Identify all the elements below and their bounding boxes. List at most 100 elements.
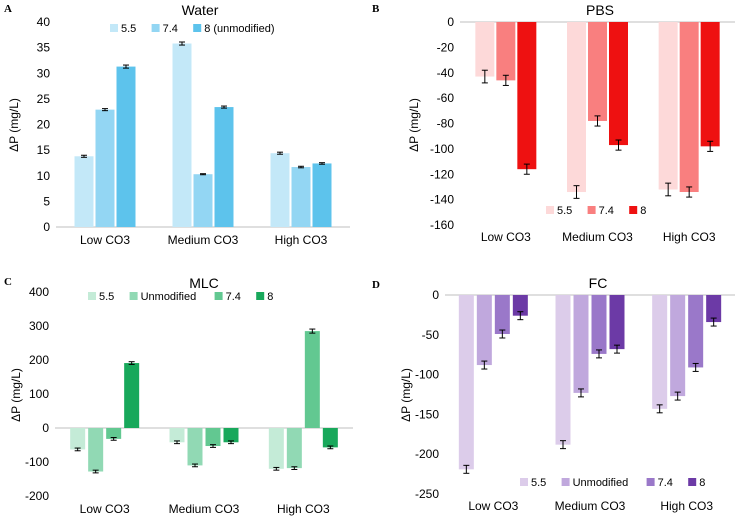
error-bar — [707, 140, 714, 152]
legend-label: Unmodified — [141, 291, 197, 303]
bar-5-5-high-co3 — [270, 153, 290, 227]
plot-area: 0 5 10 15 20 25 30 35 40 Low CO3 Medium CO3 High CO… — [37, 15, 350, 247]
bar-7-4-medium-co3 — [588, 22, 607, 121]
error-bar — [110, 437, 117, 441]
error-bar — [74, 447, 81, 452]
error-bar — [517, 311, 524, 321]
error-bar — [594, 115, 601, 127]
error-bar — [174, 440, 180, 445]
error-bar — [319, 162, 325, 165]
panel-letter-b: B — [372, 3, 380, 15]
bar-7-4-high-co3 — [688, 295, 704, 368]
x-tick-label: High CO3 — [660, 499, 713, 513]
y-axis-label: ΔP (mg/L) — [407, 98, 421, 152]
bar-5-5-low-co3 — [458, 295, 474, 470]
y-tick-label: -80 — [437, 117, 455, 131]
y-tick-label: 10 — [37, 169, 51, 183]
legend-item: 7.4 — [587, 205, 614, 217]
y-tick-label: -60 — [437, 91, 455, 105]
legend-label: 8 — [267, 291, 273, 303]
x-tick-label: Low CO3 — [80, 233, 130, 247]
x-tick-label: High CO3 — [277, 502, 330, 516]
error-bar — [463, 464, 470, 474]
y-tick-label: 0 — [42, 421, 49, 435]
bar-5-5-medium-co3 — [169, 428, 185, 443]
legend-item: 5.5 — [88, 291, 114, 303]
bar-7-4-high-co3 — [291, 167, 311, 227]
error-bar — [179, 41, 185, 46]
bar-8-low-co3 — [124, 363, 140, 428]
legend-swatch — [587, 206, 596, 214]
legend-label: 7.4 — [599, 205, 614, 217]
y-tick-label: -100 — [430, 142, 454, 156]
bar-8-high-co3 — [322, 428, 338, 448]
error-bar — [502, 74, 509, 86]
x-tick-label: Low CO3 — [468, 499, 518, 513]
y-tick-label: 25 — [37, 92, 51, 106]
error-bar — [200, 173, 206, 176]
error-bar — [81, 154, 87, 158]
bar-5-5-low-co3 — [475, 22, 495, 77]
x-tick-label: Medium CO3 — [555, 499, 626, 513]
y-tick-label: -120 — [430, 167, 454, 181]
bar-8-unmodified--low-co3 — [116, 66, 136, 228]
panel-fc: D FC ΔP (mg/L) 0 -50 -100 -150 -200 -250 Low C… — [372, 275, 735, 513]
bar-7-4-medium-co3 — [193, 174, 213, 227]
legend-label: 5.5 — [531, 477, 546, 489]
error-bar — [573, 185, 580, 199]
legend-label: 8 — [699, 477, 705, 489]
error-bar — [210, 444, 216, 448]
bar-8-low-co3 — [512, 295, 528, 316]
y-tick-label: -200 — [25, 489, 49, 503]
legend-swatch — [256, 292, 265, 300]
legend-label: 7.4 — [226, 291, 241, 303]
y-tick-label: 0 — [43, 220, 50, 234]
error-bar — [128, 361, 135, 365]
legend-item: 8 (unmodified) — [193, 23, 275, 35]
error-bar — [273, 466, 280, 471]
legend-label: 5.5 — [121, 23, 136, 35]
error-bar — [615, 139, 622, 151]
legend-label: 5.5 — [99, 291, 114, 303]
plot-area: 400 300 200 100 0 -100 -200 Low CO3 Medium CO3 Hi… — [25, 285, 353, 516]
chart-title: MLC — [189, 275, 219, 291]
legend-label: 5.5 — [557, 205, 572, 217]
legend-swatch — [214, 292, 223, 300]
panel-pbs: B PBS ΔP (mg/L) 0 -20 -40 -60 -80 -100 -120 -14… — [372, 2, 735, 244]
bar-7-4-low-co3 — [494, 295, 510, 335]
bar-8-medium-co3 — [609, 295, 625, 350]
bar-5-5-low-co3 — [70, 428, 86, 450]
y-tick-label: -50 — [422, 328, 440, 342]
y-tick-label: 30 — [37, 66, 51, 80]
error-bar — [674, 391, 681, 401]
error-bar — [656, 404, 663, 414]
bar-5-5-medium-co3 — [555, 295, 571, 445]
error-bar — [560, 440, 566, 450]
legend-label: 8 (unmodified) — [204, 23, 274, 35]
legend-item: 7.4 — [646, 477, 673, 489]
bar-8-low-co3 — [517, 22, 537, 170]
error-bar — [481, 69, 488, 84]
error-bar — [221, 105, 227, 109]
legend-item: 7.4 — [214, 291, 241, 303]
error-bar — [123, 64, 129, 69]
panel-letter-d: D — [372, 279, 380, 291]
bar-5-5-high-co3 — [652, 295, 668, 409]
y-tick-label: -250 — [415, 487, 439, 501]
x-tick-label: Medium CO3 — [168, 233, 239, 247]
legend-label: 7.4 — [658, 477, 673, 489]
bar-unmodified-high-co3 — [670, 295, 686, 397]
bar-7-4-low-co3 — [496, 22, 516, 81]
error-bar — [228, 440, 234, 445]
legend-item: Unmodified — [561, 477, 628, 489]
bar-7-4-medium-co3 — [205, 428, 221, 447]
bar-7-4-low-co3 — [106, 428, 122, 439]
bar-5-5-low-co3 — [74, 156, 94, 227]
legend-item: 8 — [256, 291, 273, 303]
y-tick-label: -100 — [415, 368, 439, 382]
x-tick-label: Medium CO3 — [562, 230, 633, 244]
bar-8-unmodified--high-co3 — [312, 163, 332, 227]
bar-8-high-co3 — [706, 295, 722, 323]
bar-8-unmodified--medium-co3 — [214, 107, 234, 227]
